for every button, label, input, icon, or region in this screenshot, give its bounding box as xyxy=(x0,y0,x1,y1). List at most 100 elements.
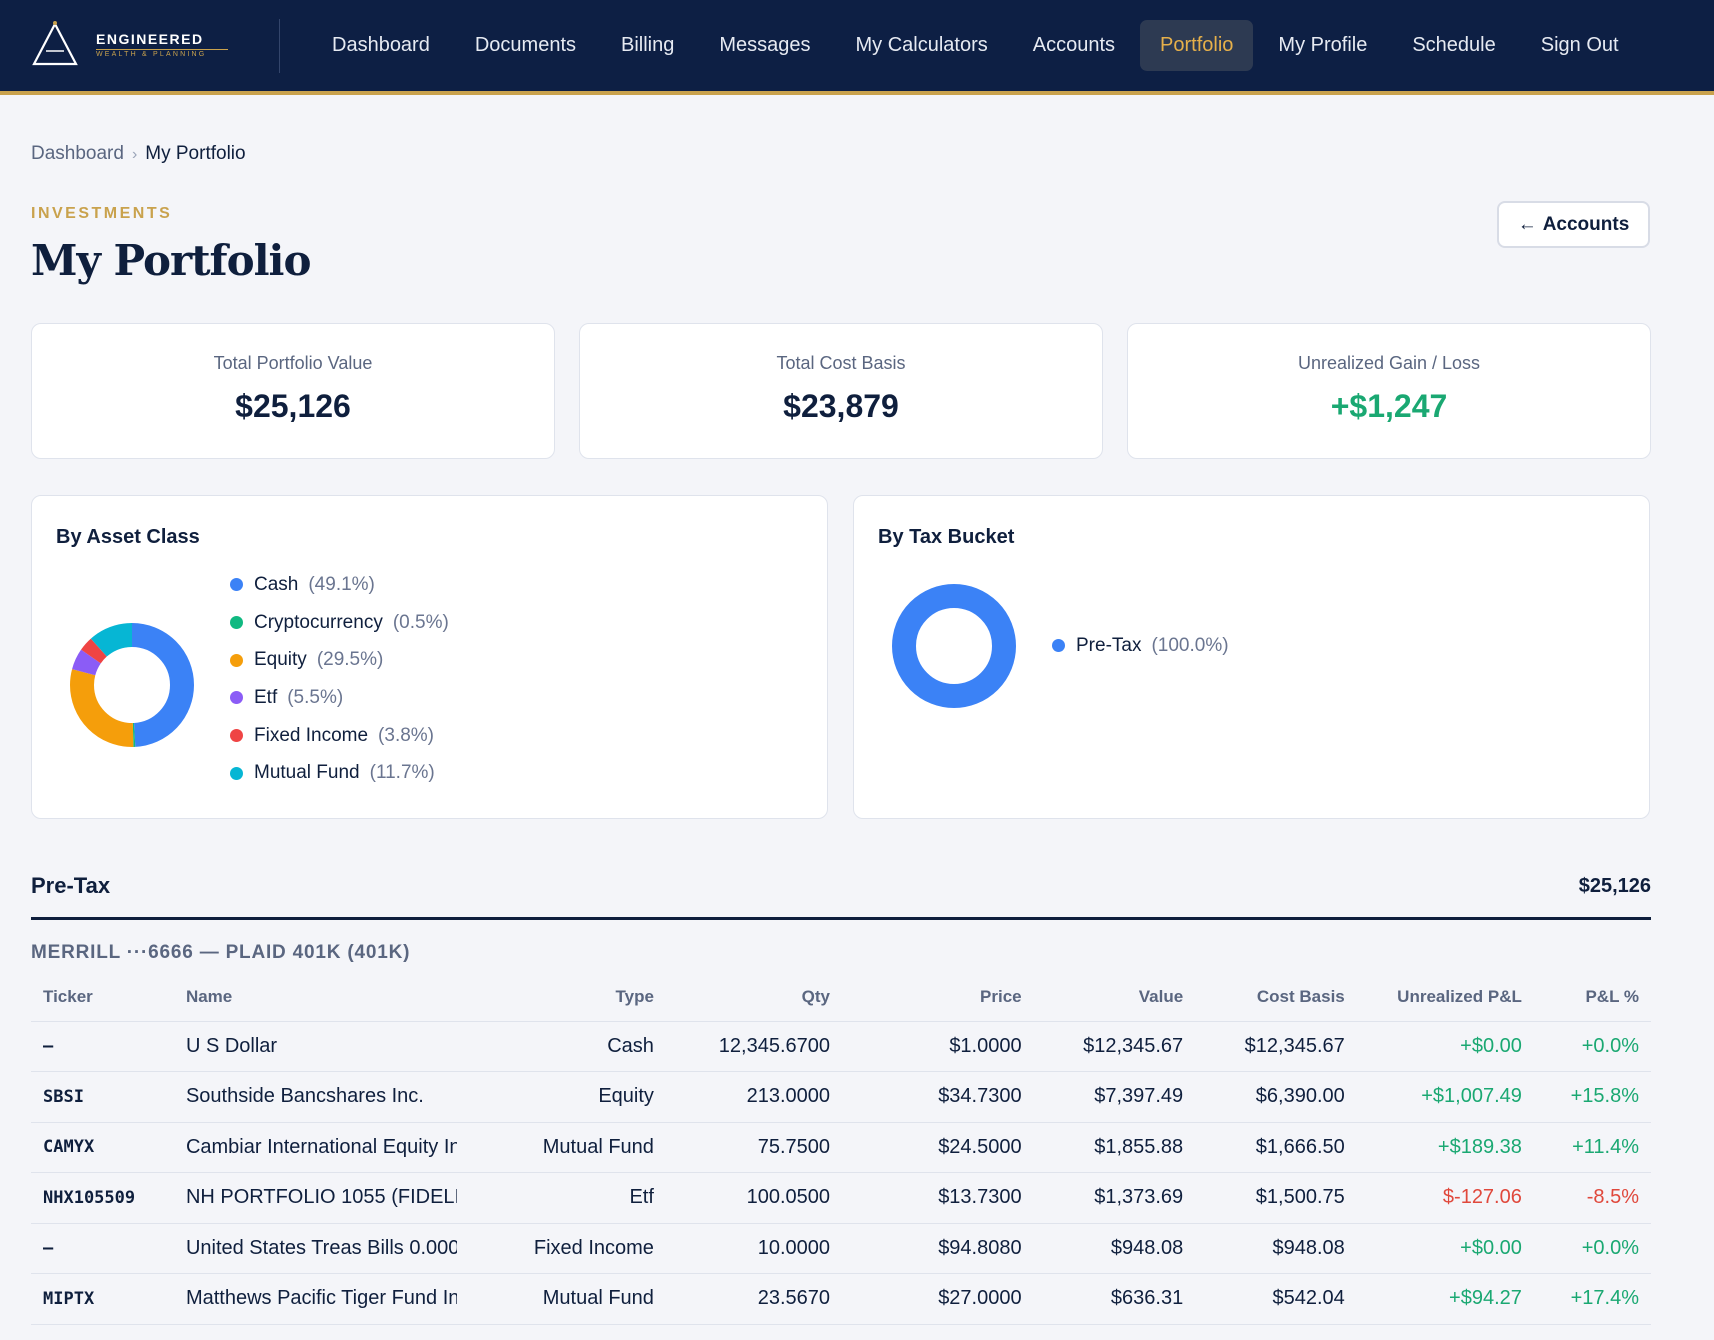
breadcrumb-current: My Portfolio xyxy=(145,143,246,164)
legend-percent: (5.5%) xyxy=(287,686,344,708)
column-header-qty[interactable]: Qty xyxy=(665,973,842,1022)
nav-item-dashboard[interactable]: Dashboard xyxy=(332,34,430,56)
pnl-pct-cell: +11.4% xyxy=(1533,1122,1651,1173)
nav-item-schedule[interactable]: Schedule xyxy=(1412,34,1496,56)
legend-item: Equity (29.5%) xyxy=(230,641,449,679)
legend-item: Etf (5.5%) xyxy=(230,679,449,717)
holdings-header-row: Ticker Name Type Qty Price Value Cost Ba… xyxy=(31,973,1651,1022)
nav-item-billing[interactable]: Billing xyxy=(621,34,675,56)
back-to-accounts-button[interactable]: ← Accounts xyxy=(1497,201,1650,248)
pnl-pct-cell: +17.4% xyxy=(1533,1273,1651,1325)
legend-label: Cash xyxy=(254,573,299,595)
legend-percent: (29.5%) xyxy=(316,649,384,671)
column-header-name[interactable]: Name xyxy=(173,973,457,1022)
qty-cell: 100.0500 xyxy=(665,1172,842,1224)
type-cell: Etf xyxy=(456,1172,666,1224)
holdings-table: Ticker Name Type Qty Price Value Cost Ba… xyxy=(31,973,1651,1325)
ticker-cell: — xyxy=(31,1223,174,1274)
stat-value: $23,879 xyxy=(783,388,899,424)
unrealized-pnl-cell: +$189.38 xyxy=(1356,1122,1534,1173)
nav-item-my-calculators[interactable]: My Calculators xyxy=(855,34,988,56)
page-title: My Portfolio xyxy=(31,236,312,285)
chevron-right-icon: › xyxy=(131,146,138,163)
table-row[interactable]: — United States Treas Bills 0.000... Fixed… xyxy=(31,1223,1651,1274)
nav-item-sign-out[interactable]: Sign Out xyxy=(1540,34,1619,56)
cost-basis-cell: $542.04 xyxy=(1195,1273,1357,1325)
column-header-type[interactable]: Type xyxy=(456,973,666,1022)
stat-card-total-value: Total Portfolio Value $25,126 xyxy=(31,323,555,459)
nav-item-messages[interactable]: Messages xyxy=(719,34,811,56)
price-cell: $24.5000 xyxy=(842,1122,1034,1173)
qty-cell: 10.0000 xyxy=(665,1223,842,1274)
stat-label: Total Cost Basis xyxy=(776,353,906,373)
column-header-unrealized-pnl[interactable]: Unrealized P&L xyxy=(1356,973,1534,1022)
nav-item-documents[interactable]: Documents xyxy=(474,34,576,56)
nav-item-portfolio[interactable]: Portfolio xyxy=(1140,20,1254,71)
ticker-cell: NHX105509 xyxy=(31,1172,174,1224)
cost-basis-cell: $1,666.50 xyxy=(1195,1122,1357,1173)
qty-cell: 12,345.6700 xyxy=(665,1021,842,1072)
nav-item-my-profile[interactable]: My Profile xyxy=(1278,34,1368,56)
pnl-pct-cell: +0.0% xyxy=(1533,1223,1651,1274)
nav-divider xyxy=(279,19,280,73)
stat-card-unrealized-gain: Unrealized Gain / Loss +$1,247 xyxy=(1127,323,1651,459)
tax-bucket-name: Pre-Tax xyxy=(31,873,111,898)
breadcrumb-dashboard-link[interactable]: Dashboard xyxy=(31,143,124,164)
table-row[interactable]: NHX105509 NH PORTFOLIO 1055 (FIDELIT... Et… xyxy=(31,1172,1651,1224)
table-row[interactable]: CAMYX Cambiar International Equity In... M… xyxy=(31,1122,1651,1173)
legend-item: Fixed Income (3.8%) xyxy=(230,717,449,755)
stat-value: $25,126 xyxy=(235,388,351,424)
stat-label: Unrealized Gain / Loss xyxy=(1297,353,1481,373)
column-header-price[interactable]: Price xyxy=(842,973,1034,1022)
name-cell: Southside Bancshares Inc. xyxy=(173,1071,457,1123)
arrow-left-icon: ← xyxy=(1517,213,1537,235)
type-cell: Equity xyxy=(456,1071,666,1123)
cost-basis-cell: $6,390.00 xyxy=(1195,1071,1357,1123)
unrealized-pnl-cell: +$0.00 xyxy=(1356,1021,1534,1072)
value-cell: $7,397.49 xyxy=(1033,1071,1196,1123)
column-header-cost-basis[interactable]: Cost Basis xyxy=(1195,973,1357,1022)
legend-dot-icon xyxy=(1052,639,1065,653)
ticker-cell: CAMYX xyxy=(31,1122,174,1173)
value-cell: $1,855.88 xyxy=(1033,1122,1196,1173)
asset-class-title: By Asset Class xyxy=(56,526,200,548)
value-cell: $948.08 xyxy=(1033,1223,1196,1274)
legend-percent: (100.0%) xyxy=(1151,634,1229,656)
value-cell: $636.31 xyxy=(1033,1273,1196,1325)
donut-slice-equity[interactable] xyxy=(70,623,194,747)
qty-cell: 213.0000 xyxy=(665,1071,842,1123)
donut-slice-mutual-fund[interactable] xyxy=(70,623,194,747)
tax-bucket-legend: Pre-Tax (100.0%) xyxy=(1052,627,1229,665)
column-header-ticker[interactable]: Ticker xyxy=(31,973,174,1022)
brand-tagline: WEALTH & PLANNING xyxy=(96,51,207,58)
legend-dot-icon xyxy=(230,653,243,667)
legend-item: Pre-Tax (100.0%) xyxy=(1052,627,1229,665)
top-nav: ENGINEERED WEALTH & PLANNING Dashboard Do… xyxy=(0,0,1714,95)
column-header-value[interactable]: Value xyxy=(1033,973,1196,1022)
legend-item: Mutual Fund (11.7%) xyxy=(230,754,449,792)
donut-slice-pre-tax[interactable] xyxy=(892,584,1016,708)
brand-name: ENGINEERED xyxy=(96,31,204,47)
ticker-cell: MIPTX xyxy=(31,1273,174,1325)
pnl-pct-cell: -8.5% xyxy=(1533,1172,1651,1224)
cost-basis-cell: $1,500.75 xyxy=(1195,1172,1357,1224)
table-row[interactable]: MIPTX Matthews Pacific Tiger Fund In... Mu… xyxy=(31,1273,1651,1325)
legend-dot-icon xyxy=(230,616,243,630)
ticker-cell: — xyxy=(31,1021,174,1072)
legend-percent: (3.8%) xyxy=(378,724,435,746)
pnl-pct-cell: +0.0% xyxy=(1533,1021,1651,1072)
brand-logo[interactable]: ENGINEERED WEALTH & PLANNING xyxy=(32,18,232,70)
cost-basis-cell: $948.08 xyxy=(1195,1223,1357,1274)
name-cell: U S Dollar xyxy=(173,1021,457,1072)
price-cell: $13.7300 xyxy=(842,1172,1034,1224)
asset-class-donut-chart xyxy=(70,623,194,747)
table-row[interactable]: — U S Dollar Cash 12,345.6700 $1.0000 $12,345… xyxy=(31,1021,1651,1072)
type-cell: Mutual Fund xyxy=(456,1273,666,1325)
legend-item: Cryptocurrency (0.5%) xyxy=(230,604,449,642)
value-cell: $12,345.67 xyxy=(1033,1021,1196,1072)
column-header-pnl-pct[interactable]: P&L % xyxy=(1533,973,1651,1022)
table-row[interactable]: SBSI Southside Bancshares Inc. Equity 213.0… xyxy=(31,1071,1651,1123)
legend-percent: (49.1%) xyxy=(308,573,375,595)
nav-item-accounts[interactable]: Accounts xyxy=(1032,34,1116,56)
pnl-pct-cell: +15.8% xyxy=(1533,1071,1651,1123)
